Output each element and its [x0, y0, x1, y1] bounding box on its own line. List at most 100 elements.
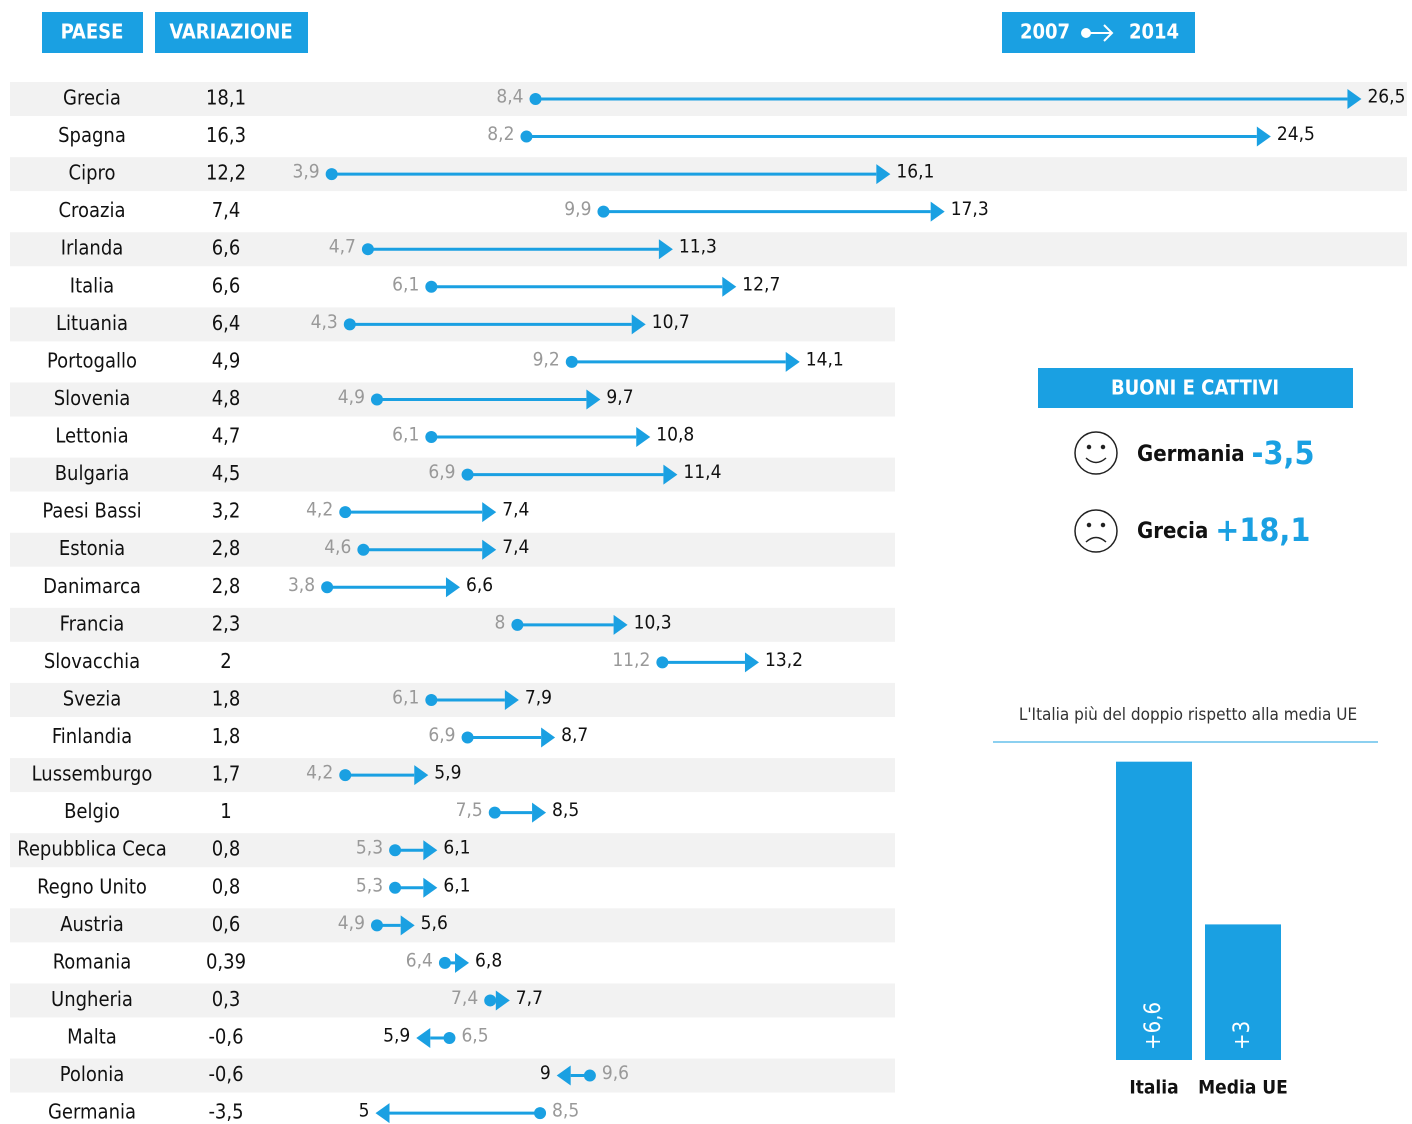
- end-value: 13,2: [765, 649, 803, 671]
- start-dot: [325, 168, 338, 181]
- end-arrowhead: [722, 276, 737, 297]
- country-label: Spagna: [58, 123, 126, 147]
- start-value: 11,2: [612, 649, 650, 671]
- end-arrowhead: [482, 539, 497, 560]
- variation-label: 6,4: [212, 311, 241, 335]
- start-dot: [425, 693, 438, 706]
- variation-label: 4,7: [212, 424, 241, 448]
- header-box: [155, 12, 308, 53]
- start-value: 8,5: [552, 1100, 579, 1122]
- bar: [1205, 924, 1281, 1060]
- start-value: 5,3: [356, 837, 383, 859]
- start-dot: [443, 1032, 456, 1044]
- panel-value: -3,5: [1252, 434, 1315, 472]
- start-dot: [511, 618, 524, 631]
- end-arrowhead: [416, 1028, 431, 1048]
- country-label: Irlanda: [61, 236, 124, 260]
- end-value: 6,1: [443, 874, 470, 896]
- header-2014: 2014: [1129, 20, 1179, 44]
- end-arrowhead: [1256, 126, 1271, 147]
- start-dot: [534, 1107, 547, 1120]
- variation-label: 0,39: [206, 949, 246, 973]
- end-arrowhead: [400, 915, 415, 936]
- end-value: 14,1: [806, 348, 844, 370]
- country-label: Grecia: [63, 86, 121, 110]
- start-value: 6,1: [392, 686, 419, 708]
- start-value: 4,9: [338, 912, 365, 934]
- bar-category-label: Italia: [1129, 1077, 1178, 1099]
- variation-label: 0,8: [212, 874, 241, 898]
- start-dot: [520, 130, 533, 143]
- country-label: Repubblica Ceca: [17, 837, 167, 861]
- start-value: 4,7: [329, 236, 356, 258]
- variation-label: 2,8: [212, 536, 241, 560]
- start-dot: [583, 1069, 596, 1082]
- variation-label: 2,8: [212, 574, 241, 598]
- start-dot: [461, 468, 474, 481]
- end-arrowhead: [375, 1103, 390, 1124]
- end-arrowhead: [532, 802, 547, 823]
- row-stripe: [10, 758, 895, 793]
- start-value: 7,5: [456, 799, 483, 821]
- variation-label: 6,6: [212, 273, 241, 297]
- country-label: Finlandia: [52, 724, 132, 748]
- header-paese: PAESE: [61, 20, 124, 44]
- end-value: 7,7: [516, 987, 543, 1009]
- variation-label: 16,3: [206, 123, 246, 147]
- variation-label: -0,6: [208, 1025, 243, 1049]
- start-value: 9,6: [602, 1062, 629, 1084]
- variation-label: 1,8: [212, 686, 241, 710]
- smiley-happy: [1074, 431, 1118, 475]
- end-value: 24,5: [1277, 123, 1315, 145]
- bar-value-label: +6,6: [1141, 1002, 1166, 1050]
- row-stripe: [10, 232, 1407, 267]
- start-value: 8,4: [496, 86, 523, 108]
- variation-label: 0,8: [212, 837, 241, 861]
- panel-item: Germania -3,5: [1137, 434, 1314, 472]
- country-label: Lettonia: [55, 424, 128, 448]
- start-dot: [484, 994, 497, 1007]
- start-value: 7,4: [451, 987, 478, 1009]
- variation-label: 1,8: [212, 724, 241, 748]
- end-value: 10,3: [634, 611, 672, 633]
- end-arrowhead: [930, 201, 945, 222]
- row-stripe: [10, 607, 895, 642]
- country-label: Danimarca: [43, 574, 141, 598]
- start-dot: [425, 280, 438, 293]
- start-value: 6,5: [461, 1025, 488, 1047]
- variation-label: 2,3: [212, 611, 241, 635]
- country-label: Slovenia: [54, 386, 131, 410]
- end-value: 10,8: [656, 424, 694, 446]
- variation-label: 6,6: [212, 236, 241, 260]
- end-value: 7,9: [525, 686, 552, 708]
- country-label: Austria: [60, 912, 124, 936]
- variation-label: 1: [220, 799, 231, 823]
- end-value: 5,9: [383, 1025, 410, 1047]
- header-arrow: [1081, 24, 1114, 42]
- end-value: 6,1: [443, 837, 470, 859]
- row-stripe: [10, 983, 895, 1018]
- end-value: 11,3: [679, 236, 717, 258]
- variation-label: 18,1: [206, 86, 246, 110]
- country-label: Ungheria: [51, 987, 133, 1011]
- end-value: 6,8: [475, 949, 502, 971]
- end-arrowhead: [541, 727, 556, 748]
- variation-label: 4,9: [212, 348, 241, 372]
- end-arrowhead: [423, 840, 438, 861]
- bar-value-label: +3: [1230, 1021, 1255, 1050]
- variation-label: 4,5: [212, 461, 241, 485]
- end-arrowhead: [631, 314, 646, 335]
- start-dot: [321, 581, 334, 594]
- start-value: 4,3: [311, 311, 338, 333]
- start-dot: [361, 243, 374, 256]
- end-arrowhead: [876, 164, 891, 185]
- end-value: 17,3: [951, 198, 989, 220]
- start-value: 8: [495, 611, 506, 633]
- country-label: Croazia: [58, 198, 125, 222]
- start-value: 6,9: [428, 461, 455, 483]
- country-label: Polonia: [60, 1062, 125, 1086]
- country-label: Lituania: [56, 311, 128, 335]
- start-dot: [370, 919, 383, 932]
- start-dot: [389, 881, 402, 894]
